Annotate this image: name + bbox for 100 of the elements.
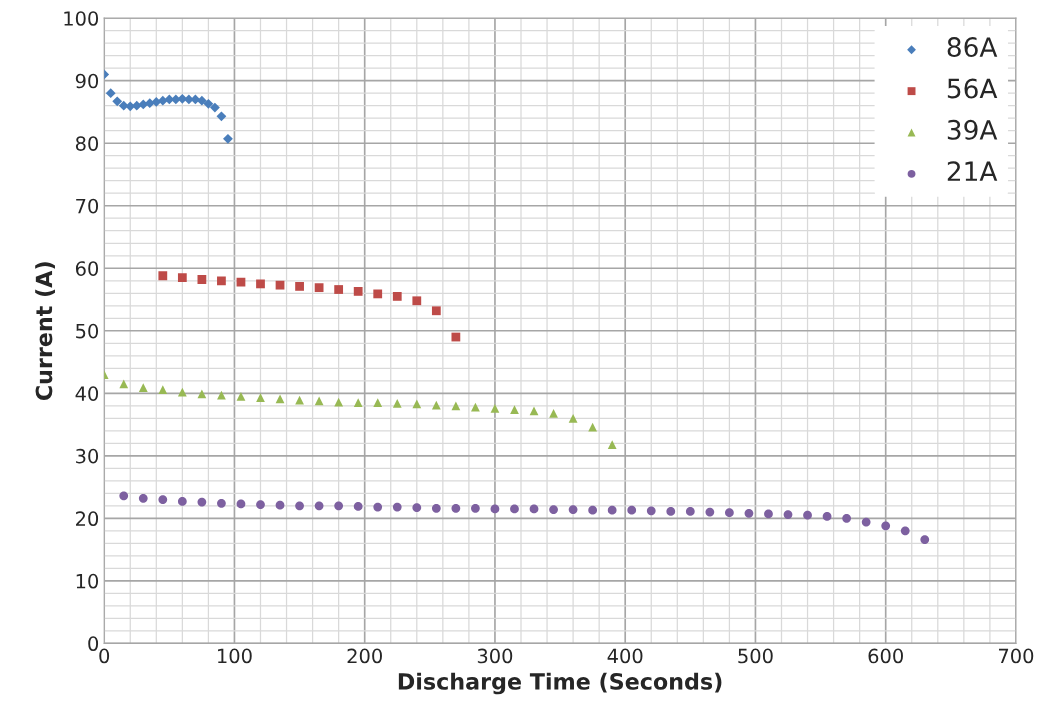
point <box>451 503 461 513</box>
x-tick-label: 400 <box>607 648 643 664</box>
point <box>685 507 695 516</box>
point <box>236 499 246 509</box>
x-tick-label: 200 <box>347 648 382 664</box>
point <box>373 502 383 512</box>
x-tick-label: 300 <box>477 648 513 664</box>
point <box>158 495 168 504</box>
point <box>158 271 168 281</box>
point <box>217 390 226 400</box>
x-tick-label: 0 <box>99 648 110 664</box>
point <box>607 505 617 515</box>
y-tick-label: 100 <box>64 11 99 26</box>
point <box>373 289 383 299</box>
point <box>471 402 480 412</box>
point <box>568 505 578 514</box>
legend-label: 21A <box>947 161 998 181</box>
point <box>392 502 402 512</box>
point <box>451 401 461 411</box>
y-tick-label: 30 <box>76 448 99 464</box>
x-tick-label: 500 <box>738 648 773 664</box>
point <box>119 379 129 389</box>
point <box>334 397 344 407</box>
y-tick-label: 80 <box>75 136 99 151</box>
y-tick-label: 20 <box>76 511 99 527</box>
y-tick-label: 60 <box>75 261 99 276</box>
point <box>705 507 715 517</box>
y-tick-label: 40 <box>75 386 99 401</box>
x-tick-label: 100 <box>218 648 252 664</box>
point <box>568 413 578 423</box>
point <box>217 498 226 508</box>
point <box>412 399 422 409</box>
point <box>549 505 558 514</box>
point <box>334 501 344 511</box>
point <box>138 99 149 110</box>
point <box>197 389 207 399</box>
y-tick-label: 50 <box>76 323 99 339</box>
point <box>236 392 246 401</box>
point <box>529 504 539 514</box>
point <box>112 96 123 107</box>
y-axis-title: Current (A) <box>35 262 55 401</box>
point <box>256 393 265 403</box>
point <box>295 395 304 405</box>
y-tick-label: 90 <box>75 73 99 89</box>
point <box>256 279 265 289</box>
point <box>588 505 598 515</box>
point <box>353 287 363 296</box>
point <box>549 408 558 418</box>
point <box>431 503 441 513</box>
y-tick-label: 70 <box>76 198 99 214</box>
point <box>177 387 187 397</box>
point <box>138 493 148 503</box>
point <box>158 385 168 394</box>
point <box>223 133 233 144</box>
point <box>275 500 285 510</box>
point <box>744 508 754 518</box>
point <box>431 400 441 410</box>
point <box>627 505 637 515</box>
point <box>217 276 226 286</box>
point <box>392 292 402 301</box>
point <box>412 503 422 513</box>
point <box>588 422 598 432</box>
point <box>451 332 461 342</box>
point <box>197 497 207 507</box>
point <box>373 398 383 408</box>
point <box>295 282 304 291</box>
point <box>314 396 324 406</box>
point <box>216 111 227 122</box>
point <box>764 509 773 519</box>
point <box>256 500 265 509</box>
point <box>529 406 539 416</box>
point <box>353 398 363 408</box>
y-tick-label: 0 <box>88 636 99 652</box>
point <box>412 296 422 306</box>
point <box>666 507 676 516</box>
point <box>275 280 285 290</box>
point <box>203 98 214 109</box>
point <box>431 306 441 316</box>
point <box>920 535 930 544</box>
point <box>490 403 500 413</box>
point <box>490 504 500 514</box>
point <box>275 394 285 404</box>
point <box>197 275 207 284</box>
legend-label: 39A <box>947 119 998 140</box>
point <box>210 102 220 113</box>
point <box>295 501 304 511</box>
point <box>510 504 519 514</box>
point <box>119 491 129 501</box>
point <box>783 510 793 519</box>
point <box>314 501 324 511</box>
point <box>881 521 891 531</box>
point <box>842 513 852 523</box>
point <box>314 283 324 293</box>
point <box>138 383 148 393</box>
point <box>900 526 910 536</box>
point <box>177 273 187 283</box>
y-tick-label: 10 <box>76 573 99 589</box>
point <box>646 506 656 516</box>
x-tick-label: 600 <box>868 648 903 664</box>
point <box>471 503 480 513</box>
